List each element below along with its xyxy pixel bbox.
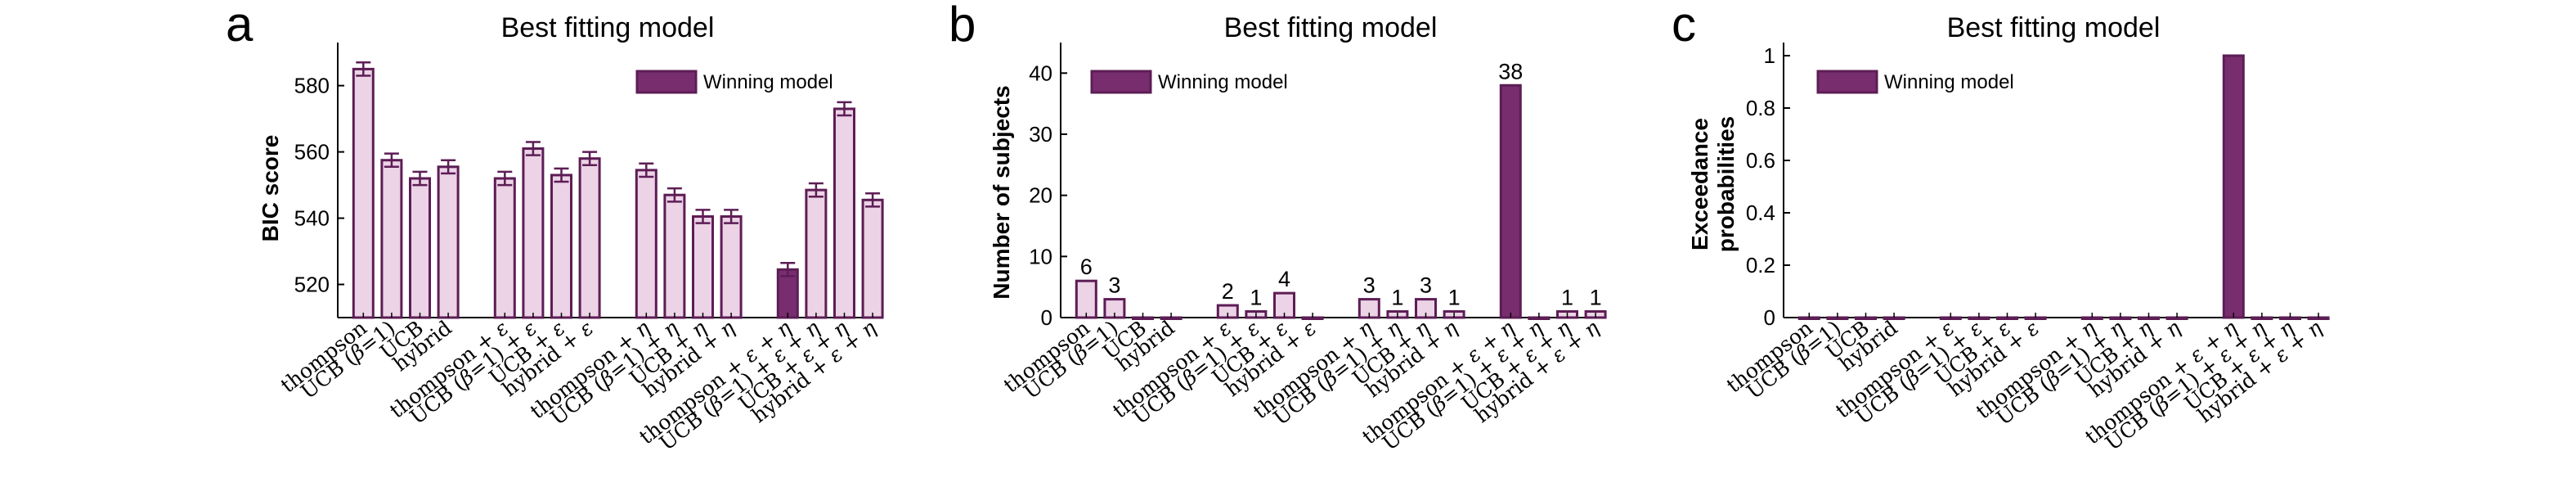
y-tick-label: 20 xyxy=(1029,183,1052,208)
panel-c-legend-swatch xyxy=(1816,70,1878,94)
panel-a-title: Best fitting model xyxy=(501,12,715,43)
panel-c-title: Best fitting model xyxy=(1947,12,2161,43)
bar xyxy=(1499,83,1522,319)
bar xyxy=(720,215,743,319)
data-label: 1 xyxy=(1590,286,1602,310)
bar xyxy=(1075,279,1097,319)
panel-letter-c: c xyxy=(1672,0,1696,52)
panel-c-legend: Winning model xyxy=(1816,70,2014,94)
panel-a-legend: Winning model xyxy=(635,70,833,94)
panel-c-exceedance-chart: c Best fitting model Exceedance probabil… xyxy=(1672,0,2330,455)
bar xyxy=(493,177,516,319)
bar xyxy=(2222,54,2245,319)
bar xyxy=(522,147,545,319)
panel-a-legend-label: Winning model xyxy=(703,71,833,93)
bar xyxy=(380,159,403,319)
data-label: 3 xyxy=(1363,273,1376,298)
bar xyxy=(805,188,828,319)
panel-b-title: Best fitting model xyxy=(1224,12,1438,43)
panel-letter-a: a xyxy=(226,0,254,52)
y-tick-label: 520 xyxy=(294,273,330,297)
panel-c-legend-label: Winning model xyxy=(1884,71,2014,93)
bar xyxy=(578,157,601,319)
panel-b-legend-label: Winning model xyxy=(1158,71,1288,93)
data-label: 1 xyxy=(1448,286,1461,310)
panel-b-legend-swatch xyxy=(1090,70,1152,94)
panel-c-ylabel-line1: Exceedance xyxy=(1687,118,1712,250)
panel-b-subjects-chart: b Best fitting model Number of subjects … xyxy=(949,0,1607,455)
data-label: 6 xyxy=(1080,255,1093,279)
bar xyxy=(550,174,572,319)
y-tick-label: 0.2 xyxy=(1746,253,1775,277)
panel-c-ylabel-line2: probabilities xyxy=(1713,116,1739,252)
bar xyxy=(663,193,686,319)
bar xyxy=(437,165,460,319)
bar xyxy=(776,268,799,319)
panel-a-legend-swatch xyxy=(635,70,698,94)
y-tick-label: 560 xyxy=(294,140,330,165)
y-tick-label: 540 xyxy=(294,206,330,231)
bar xyxy=(692,215,714,319)
bar xyxy=(635,169,657,319)
panel-b-legend: Winning model xyxy=(1090,70,1288,94)
y-tick-label: 10 xyxy=(1029,244,1052,268)
bar xyxy=(833,107,855,319)
y-tick-label: 580 xyxy=(294,74,330,98)
data-label: 2 xyxy=(1222,279,1234,304)
y-tick-label: 40 xyxy=(1029,61,1052,85)
data-label: 3 xyxy=(1108,273,1120,298)
bar xyxy=(409,177,431,319)
bar xyxy=(861,198,884,319)
data-label: 1 xyxy=(1391,286,1403,310)
y-tick-label: 0.8 xyxy=(1746,96,1775,120)
y-tick-label: 0 xyxy=(1041,305,1052,330)
y-tick-label: 30 xyxy=(1029,122,1052,147)
panel-letter-b: b xyxy=(949,0,976,52)
data-label: 38 xyxy=(1498,59,1523,83)
data-label: 3 xyxy=(1420,273,1432,298)
data-label: 4 xyxy=(1278,267,1290,291)
y-tick-label: 0.6 xyxy=(1746,148,1775,173)
y-tick-label: 1 xyxy=(1764,43,1775,68)
panel-a-ylabel: BIC score xyxy=(258,135,283,242)
data-label: 1 xyxy=(1561,286,1573,310)
panel-a-bic-chart: a Best fitting model BIC score 520 540 560… xyxy=(226,0,884,455)
panel-b-ylabel: Number of subjects xyxy=(989,85,1014,299)
y-tick-label: 0.4 xyxy=(1746,201,1775,225)
data-label: 1 xyxy=(1250,286,1262,310)
y-tick-label: 0 xyxy=(1764,305,1775,330)
bar xyxy=(352,67,375,319)
